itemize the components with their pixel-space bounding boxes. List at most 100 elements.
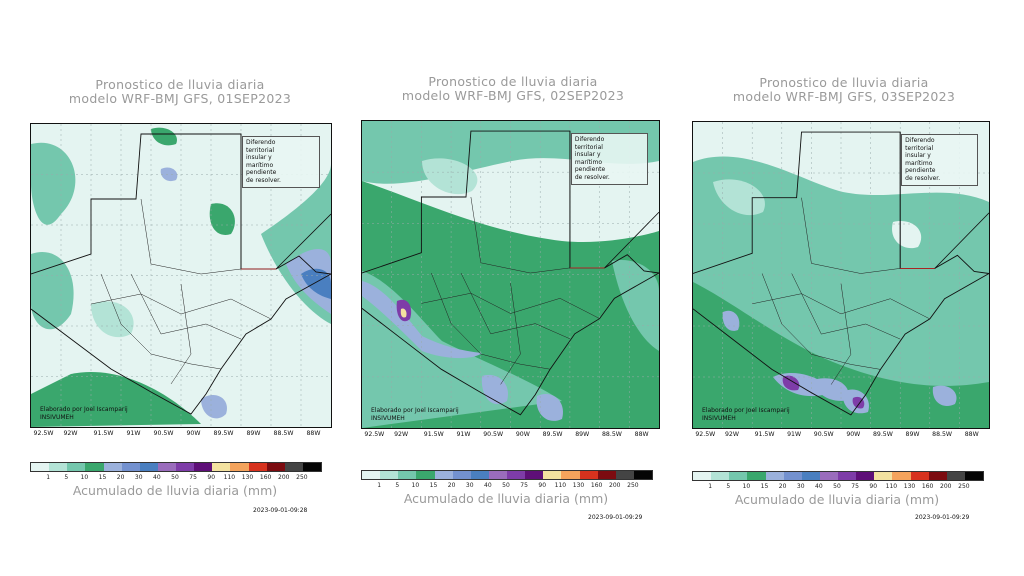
colorbar-swatch bbox=[416, 471, 435, 479]
rain-contour bbox=[722, 310, 740, 331]
credit-org: INSIVUMEH bbox=[702, 414, 736, 422]
department-border bbox=[431, 272, 551, 370]
longitude-label: 92.5W bbox=[33, 430, 54, 437]
colorbar bbox=[692, 471, 984, 481]
colorbar-swatch bbox=[747, 472, 766, 480]
colorbar-swatch bbox=[85, 463, 104, 471]
department-border bbox=[470, 196, 570, 274]
department-border bbox=[90, 293, 272, 320]
colorbar-tick: 50 bbox=[833, 483, 841, 490]
colorbar-swatch bbox=[49, 463, 68, 471]
rain-contour bbox=[932, 385, 957, 407]
map-title-line2: modelo WRF-BMJ GFS, 03SEP2023 bbox=[732, 89, 956, 104]
rain-contour bbox=[362, 281, 482, 359]
longitude-label: 92.5W bbox=[695, 431, 716, 438]
colorbar-tick: 20 bbox=[116, 474, 125, 481]
note-line: Diferendo bbox=[246, 139, 276, 146]
map-credit: Elaborado por Joel Iscamparij INSIVUMEH bbox=[40, 406, 128, 421]
colorbar-swatch bbox=[729, 472, 748, 480]
colorbar-swatch bbox=[838, 472, 857, 480]
longitude-label: 89W bbox=[246, 430, 261, 437]
colorbar-swatch bbox=[507, 471, 526, 479]
country-border bbox=[31, 133, 331, 415]
colorbar-swatch bbox=[470, 471, 489, 479]
note-line: de resolver. bbox=[905, 174, 941, 182]
colorbar-label: Acumulado de lluvia diaria (mm) bbox=[734, 492, 940, 507]
colorbar-tick: 130 bbox=[903, 483, 916, 490]
colorbar-swatch bbox=[176, 463, 195, 471]
colorbar-swatch bbox=[874, 472, 893, 480]
credit-org: INSIVUMEH bbox=[40, 413, 74, 421]
colorbar-tick: 110 bbox=[885, 483, 898, 490]
colorbar-swatch bbox=[67, 463, 86, 471]
colorbar-tick: 250 bbox=[958, 483, 970, 490]
longitude-label: 89.5W bbox=[213, 430, 234, 437]
colorbar-tick: 160 bbox=[259, 474, 272, 481]
colorbar-swatch bbox=[266, 463, 285, 471]
colorbar-swatch bbox=[711, 472, 730, 480]
colorbar-swatch bbox=[561, 471, 580, 479]
credit-author: Elaborado por Joel Iscamparij bbox=[371, 407, 459, 414]
colorbar-tick: 30 bbox=[134, 474, 143, 481]
colorbar-tick: 40 bbox=[484, 482, 492, 489]
colorbar-swatch bbox=[801, 472, 820, 480]
note-line: marítimo bbox=[905, 159, 933, 167]
timestamp: 2023-09-01-09:29 bbox=[588, 514, 643, 521]
colorbar-tick: 110 bbox=[554, 482, 567, 489]
longitude-label: 89W bbox=[905, 431, 920, 438]
colorbar-swatch bbox=[121, 463, 140, 471]
department-border bbox=[140, 198, 242, 275]
note-line: de resolver. bbox=[246, 176, 281, 184]
colorbar-swatch bbox=[157, 463, 176, 471]
colorbar-tick: 40 bbox=[815, 483, 823, 490]
colorbar-tick: 90 bbox=[207, 474, 216, 481]
colorbar-swatch bbox=[284, 463, 303, 471]
map-title: Pronostico de lluvia diaria modelo WRF-BM… bbox=[679, 76, 1009, 104]
map-title-line2: modelo WRF-BMJ GFS, 01SEP2023 bbox=[68, 91, 292, 106]
colorbar-swatch bbox=[139, 463, 158, 471]
colorbar-tick: 200 bbox=[609, 482, 621, 489]
note-line: insular y bbox=[246, 154, 272, 162]
longitude-label: 91.5W bbox=[93, 430, 114, 437]
colorbar-swatch bbox=[765, 472, 784, 480]
rain-contour bbox=[31, 252, 74, 330]
colorbar-swatch bbox=[362, 471, 381, 479]
colorbar-tick: 160 bbox=[921, 483, 934, 490]
country-border bbox=[693, 131, 989, 416]
map-title-line1: Pronostico de lluvia diaria bbox=[95, 77, 265, 92]
longitude-label: 92.5W bbox=[364, 431, 385, 438]
longitude-label: 90.5W bbox=[153, 430, 174, 437]
colorbar-tick: 50 bbox=[171, 474, 179, 481]
credit-author: Elaborado por Joel Iscamparij bbox=[702, 407, 790, 414]
longitude-label: 88.5W bbox=[273, 430, 294, 437]
colorbar-tick: 90 bbox=[538, 482, 547, 489]
rain-contour bbox=[536, 393, 563, 421]
colorbar-tick: 15 bbox=[429, 482, 438, 489]
department-border bbox=[752, 293, 930, 320]
rain-contour bbox=[782, 375, 800, 391]
colorbar-tick: 30 bbox=[796, 483, 805, 490]
rain-contour bbox=[400, 308, 407, 318]
colorbar-tick: 5 bbox=[64, 474, 69, 481]
department-border bbox=[100, 273, 222, 370]
colorbar-swatch bbox=[212, 463, 231, 471]
longitude-label: 90.5W bbox=[483, 431, 504, 438]
department-border bbox=[421, 292, 600, 319]
map-credit: Elaborado por Joel Iscamparij INSIVUMEH bbox=[702, 407, 790, 422]
colorbar-tick: 75 bbox=[851, 483, 859, 490]
colorbar-tick: 1 bbox=[46, 474, 51, 481]
longitude-label: 92W bbox=[63, 430, 78, 437]
map-title-line2: modelo WRF-BMJ GFS, 02SEP2023 bbox=[401, 88, 625, 103]
territorial-dispute-note: Diferendo territorial insular y marítimo pen… bbox=[901, 134, 979, 186]
longitude-label: 88W bbox=[634, 431, 649, 438]
colorbar-tick: 15 bbox=[760, 483, 769, 490]
colorbar-tick: 110 bbox=[223, 474, 236, 481]
colorbar-swatch bbox=[964, 472, 983, 480]
rain-contour bbox=[151, 127, 177, 146]
colorbar-swatch bbox=[946, 472, 965, 480]
colorbar-tick: 40 bbox=[153, 474, 161, 481]
colorbar-swatch bbox=[488, 471, 507, 479]
colorbar-tick: 130 bbox=[572, 482, 585, 489]
colorbar-swatch bbox=[783, 472, 802, 480]
colorbar-tick: 5 bbox=[726, 483, 731, 490]
